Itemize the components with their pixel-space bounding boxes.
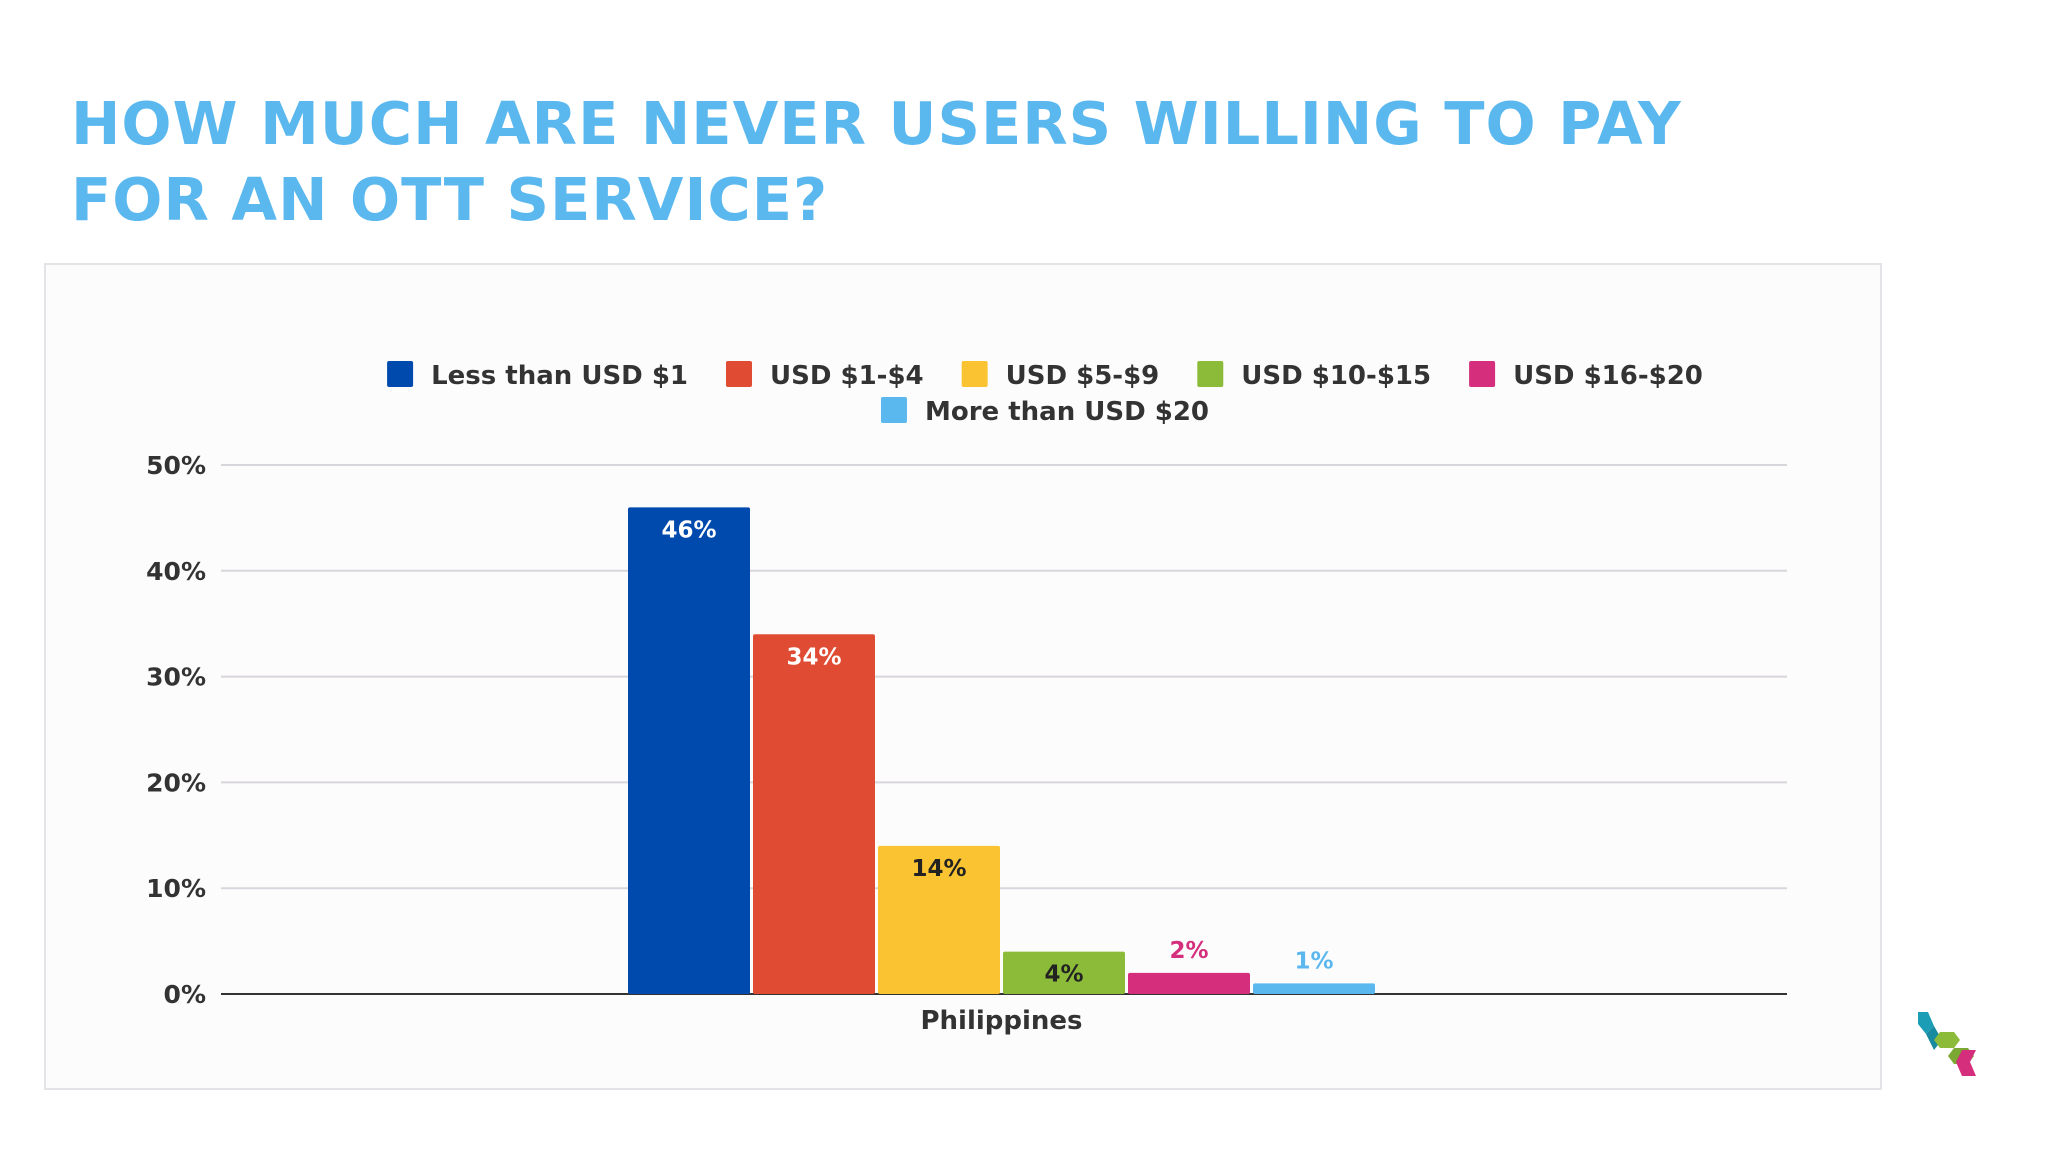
bar <box>1128 972 1250 994</box>
brand-logo-icon <box>1918 1012 1976 1076</box>
data-label: 46% <box>661 517 716 543</box>
y-tick-label: 50% <box>146 451 206 480</box>
legend-swatch <box>961 361 988 387</box>
title-line-2: FOR AN OTT SERVICE? <box>71 165 829 234</box>
legend-swatch <box>726 361 752 387</box>
data-label: 2% <box>1169 938 1208 964</box>
bar <box>878 845 1000 994</box>
legend-label: USD $5-$9 <box>1006 361 1160 391</box>
y-tick-label: 40% <box>146 557 206 586</box>
title-line-1: HOW MUCH ARE NEVER USERS WILLING TO PAY <box>71 89 1682 158</box>
legend-swatch <box>387 361 414 387</box>
data-label: 14% <box>911 856 966 882</box>
bar <box>753 634 875 994</box>
data-label: 4% <box>1044 962 1083 988</box>
data-label: 34% <box>786 644 841 670</box>
bar <box>1253 983 1375 994</box>
legend-label: USD $16-$20 <box>1513 361 1703 391</box>
bar-chart: 0% 10% 20% 30% 40% 50% 46% 34% 14% 4% 2% 1% Philippi… <box>146 361 1787 1036</box>
legend-swatch <box>1197 361 1224 387</box>
legend-label: USD $10-$15 <box>1241 361 1431 391</box>
bar <box>628 507 750 994</box>
legend-swatch <box>1469 361 1496 387</box>
data-label: 1% <box>1294 948 1333 974</box>
legend-label: More than USD $20 <box>925 397 1209 427</box>
chart-frame: 0% 10% 20% 30% 40% 50% 46% 34% 14% 4% 2% 1% Philippi… <box>44 263 1882 1090</box>
legend-label: USD $1-$4 <box>770 361 924 391</box>
x-tick-label: Philippines <box>920 1006 1082 1036</box>
y-tick-label: 10% <box>146 874 206 903</box>
legend-label: Less than USD $1 <box>431 361 688 391</box>
slide-title: HOW MUCH ARE NEVER USERS WILLING TO PAY … <box>71 86 1871 238</box>
legend-swatch <box>880 397 907 423</box>
y-tick-label: 30% <box>146 663 206 692</box>
bar <box>1003 951 1125 994</box>
y-tick-label: 0% <box>164 980 206 1009</box>
y-tick-label: 20% <box>146 768 206 797</box>
